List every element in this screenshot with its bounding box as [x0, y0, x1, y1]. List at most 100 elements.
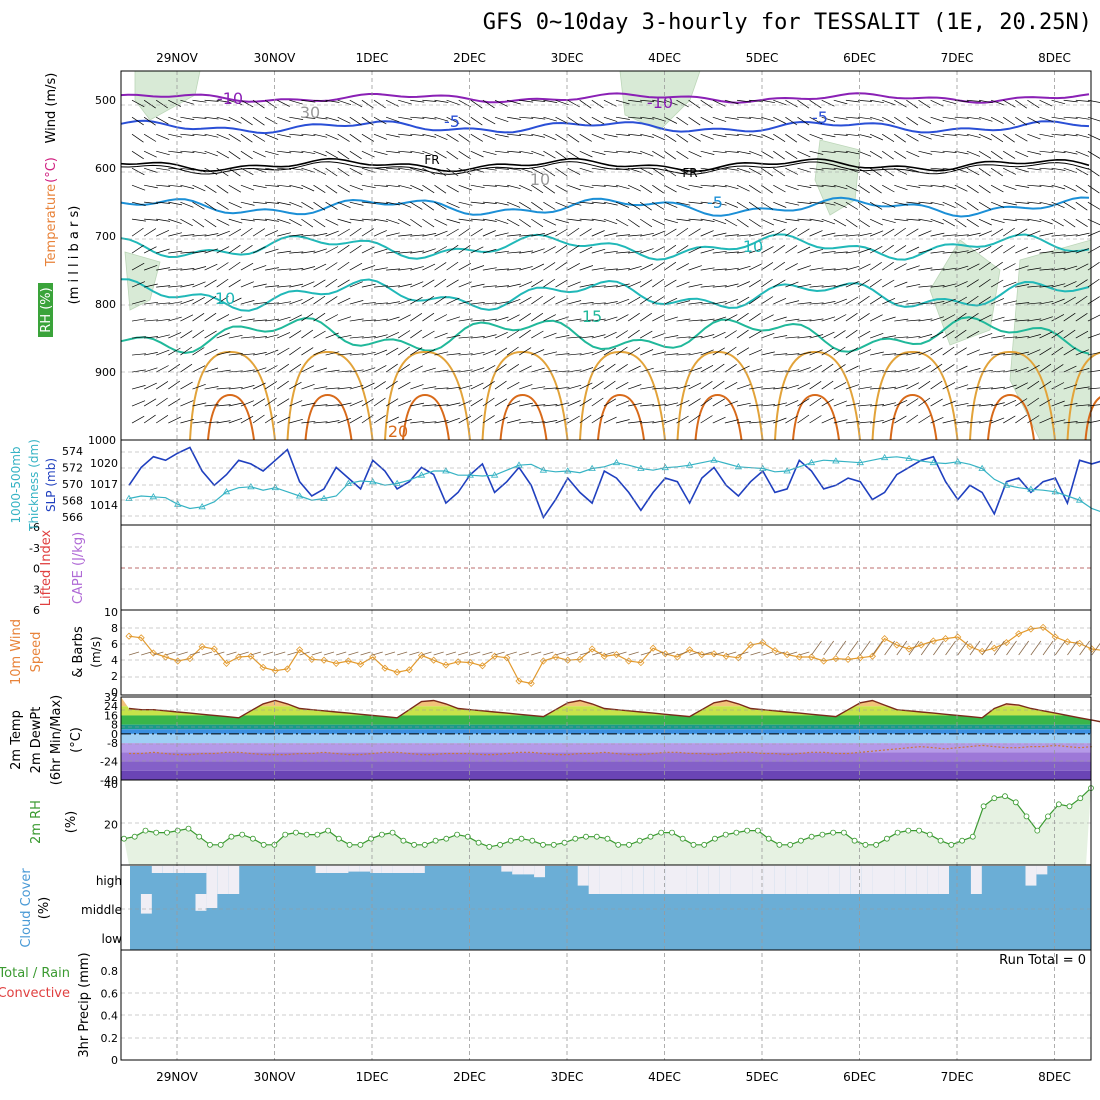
wind-barb	[906, 246, 920, 254]
wind-barb	[627, 312, 640, 322]
wind-speed-marker	[369, 653, 377, 661]
wind-speed-marker	[576, 655, 584, 663]
wind-barb	[821, 116, 836, 122]
wind-barb	[1051, 267, 1066, 271]
wind-barb	[470, 133, 483, 142]
temp-contour-20	[774, 350, 861, 441]
cloud-clear-bar	[905, 866, 917, 894]
wind-barb	[398, 381, 411, 390]
li-axis-title: Lifted Index	[39, 529, 54, 606]
rh-marker	[357, 841, 364, 848]
wind-barb	[797, 167, 812, 173]
wind-barb	[712, 184, 727, 188]
wind-barb	[410, 329, 422, 339]
wind-barb	[519, 201, 532, 210]
wind-barb	[700, 99, 713, 109]
wind-barb	[978, 230, 993, 237]
wind-barb	[361, 133, 375, 142]
rh-marker	[636, 837, 643, 844]
cloud-clear-bar	[796, 866, 808, 894]
wind-barb	[906, 398, 919, 407]
wind-barb	[664, 386, 679, 390]
wind-barb	[555, 218, 570, 224]
wind-barb	[180, 299, 194, 305]
rh-marker	[894, 829, 901, 836]
temp-band	[121, 770, 1091, 780]
wind-barb	[1087, 99, 1100, 103]
wind-barb-10m	[628, 651, 639, 656]
wind-barb	[168, 167, 183, 170]
wind-barb	[446, 218, 461, 224]
wind-barb	[688, 167, 703, 173]
wind-barb	[143, 398, 157, 407]
wind-barb	[724, 150, 739, 153]
wind-barb	[978, 150, 992, 159]
wind-barb	[821, 268, 836, 271]
wind-barb	[724, 283, 739, 288]
wind-barb	[422, 167, 435, 175]
wind-barb-10m	[1042, 640, 1054, 656]
temp-band	[121, 706, 1091, 716]
wind-barb	[640, 133, 654, 138]
wind-barb	[761, 246, 774, 254]
wind-barb	[337, 201, 351, 209]
wind-barb	[615, 201, 630, 208]
wind-barb-10m	[311, 651, 322, 656]
rh-marker	[733, 829, 740, 836]
wind-barb	[1075, 248, 1090, 254]
wind-barb	[143, 228, 157, 237]
wind-barb	[192, 383, 206, 390]
wind-barb	[349, 150, 362, 160]
wind-barb	[228, 334, 243, 339]
wind-barb	[313, 218, 326, 228]
wind-barb	[386, 201, 400, 206]
temp-contour-10	[120, 233, 1090, 261]
wind-barb	[615, 419, 630, 424]
wind-barb	[870, 351, 884, 356]
wind-barb	[555, 261, 568, 271]
wind-barb	[688, 367, 702, 373]
wind-barb	[1075, 263, 1089, 271]
wind-barb	[761, 116, 775, 122]
wind-barb	[1051, 116, 1066, 120]
wind-barb	[264, 397, 277, 407]
wind-barb	[821, 232, 836, 237]
wind-barb	[627, 296, 641, 305]
thickness-marker	[539, 466, 548, 473]
wind-barb	[446, 261, 459, 271]
wind-barb	[386, 232, 400, 237]
wind-barb	[736, 329, 749, 339]
wind-barb	[603, 347, 617, 356]
rh-marker	[196, 833, 203, 840]
wind-barb	[1087, 150, 1100, 159]
wind-barb	[531, 330, 544, 339]
wind-barb	[882, 133, 895, 142]
wind-barb	[736, 99, 751, 103]
wind-barb	[761, 314, 774, 322]
wind-barb	[313, 404, 328, 407]
wind-barb	[761, 150, 774, 159]
wind-barb	[1063, 347, 1076, 356]
wind-barb	[640, 218, 653, 228]
wind-barb	[349, 353, 364, 356]
wind-barb	[954, 250, 969, 254]
wind-barb	[652, 184, 664, 194]
wind-barb	[664, 370, 679, 373]
wind-barb	[700, 150, 715, 155]
cloud-clear-bar	[916, 866, 928, 894]
rh-marker	[647, 833, 654, 840]
temp-band	[121, 729, 1091, 734]
rh-marker	[615, 841, 622, 848]
wind-barb	[325, 404, 340, 407]
temp-unit-title: (°C)	[69, 727, 84, 753]
wind-barb	[386, 268, 401, 271]
wind-barb	[736, 201, 750, 210]
wind-barb	[579, 367, 594, 373]
wind-barb	[168, 347, 181, 356]
wind-barb	[1027, 380, 1040, 390]
wind-barb	[252, 336, 267, 339]
wind-barb	[591, 318, 606, 322]
wind-barb	[591, 99, 604, 109]
wind-barb	[373, 267, 388, 271]
wind-barb	[821, 301, 836, 305]
